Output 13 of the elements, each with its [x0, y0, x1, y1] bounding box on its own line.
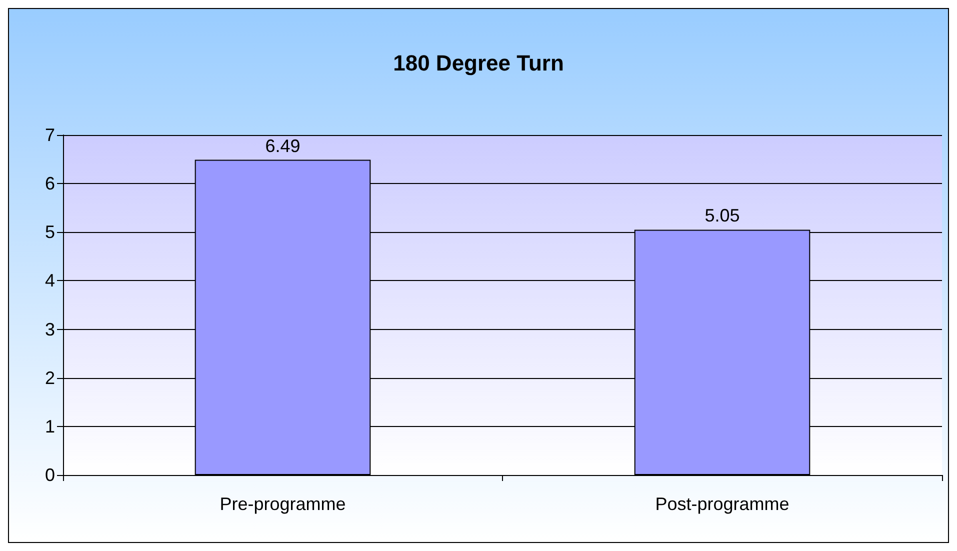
- y-tick-label: 0: [44, 465, 55, 485]
- x-tick-label: Post-programme: [655, 494, 790, 514]
- y-tick-label: 6: [44, 174, 55, 194]
- y-tick-label: 7: [44, 125, 55, 145]
- data-label: 6.49: [265, 136, 300, 156]
- x-tick-label: Pre-programme: [220, 494, 346, 514]
- data-label: 5.05: [704, 206, 740, 226]
- y-tick-label: 5: [44, 222, 55, 242]
- y-tick-label: 2: [44, 368, 55, 388]
- chart-title: 180 Degree Turn: [393, 50, 564, 76]
- y-tick-label: 3: [44, 319, 55, 340]
- y-tick-label: 1: [44, 416, 55, 436]
- y-tick-label: 4: [44, 270, 55, 291]
